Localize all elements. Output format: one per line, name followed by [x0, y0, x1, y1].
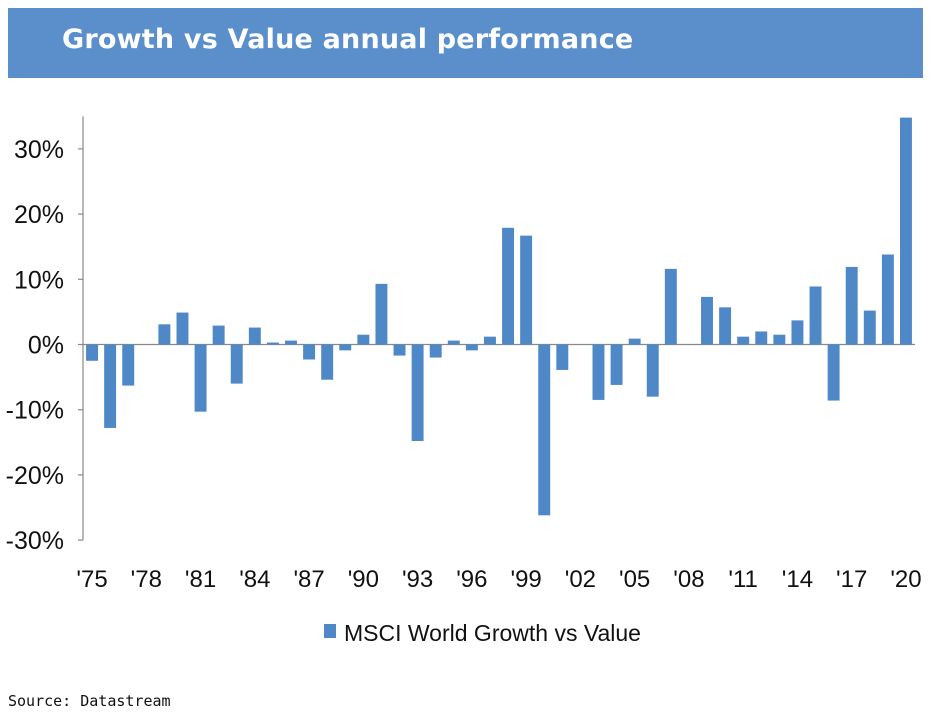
x-tick-label: '99	[510, 566, 541, 593]
bar-2016	[827, 344, 840, 401]
y-axis-ticks: 30% 20% 10% 0% -10% -20% -30%	[6, 136, 83, 555]
legend-label: MSCI World Growth vs Value	[344, 620, 641, 646]
bar-1993	[411, 344, 424, 441]
x-tick-label: '78	[131, 566, 162, 593]
chart-title: Growth vs Value annual performance	[62, 24, 634, 55]
bar-2007	[664, 268, 677, 345]
bar-1997	[483, 336, 496, 345]
chart-axes	[82, 116, 915, 541]
bar-2005	[628, 338, 641, 345]
x-tick-label: '14	[782, 566, 813, 593]
x-tick-label: '84	[239, 566, 270, 593]
x-tick-label: '96	[456, 566, 487, 593]
x-tick-label: '05	[619, 566, 650, 593]
y-tick-label: 20%	[14, 201, 64, 229]
bar-2003	[592, 344, 605, 400]
bar-2017	[845, 266, 858, 345]
x-tick-label: '87	[293, 566, 324, 593]
bar-2009	[701, 296, 713, 345]
x-tick-label: '02	[565, 566, 596, 593]
y-tick-label: -20%	[6, 462, 64, 490]
bar-1977	[122, 344, 135, 386]
bar-2000	[538, 344, 551, 516]
bar-1979	[158, 324, 171, 345]
bar-1994	[429, 344, 442, 358]
bar-2004	[610, 344, 623, 385]
y-tick-label: -30%	[6, 527, 64, 555]
bar-2015	[809, 286, 822, 345]
bar-2012	[755, 331, 768, 345]
bar-1990	[357, 334, 370, 345]
bar-1980	[176, 312, 189, 345]
bar-2019	[881, 254, 894, 345]
bar-2014	[791, 320, 804, 345]
y-tick-label: 0%	[28, 332, 64, 360]
bar-1996	[465, 344, 478, 351]
bar-2020	[899, 117, 912, 345]
bar-1986	[285, 340, 297, 345]
bar-1982	[212, 325, 225, 345]
title-bar: Growth vs Value annual performance	[8, 8, 923, 78]
bar-1989	[339, 344, 352, 351]
bar-1987	[303, 344, 316, 360]
bar-2010	[719, 307, 732, 345]
source-note: Source: Datastream	[8, 692, 171, 710]
legend-swatch	[324, 624, 336, 638]
bar-2001	[556, 344, 569, 370]
bar-1998	[502, 227, 515, 345]
bar-1992	[393, 344, 406, 356]
x-tick-label: '17	[836, 566, 867, 593]
chart-bars	[86, 117, 912, 516]
x-tick-label: '11	[728, 566, 758, 593]
bar-1984	[248, 327, 261, 345]
bar-2013	[773, 334, 786, 345]
bar-1999	[520, 235, 533, 345]
bar-2011	[737, 336, 750, 345]
legend: MSCI World Growth vs Value	[324, 620, 641, 646]
x-tick-label: '90	[348, 566, 379, 593]
bar-1991	[375, 283, 388, 345]
x-tick-label: '81	[185, 566, 216, 593]
x-tick-label: '20	[890, 566, 921, 593]
y-tick-label: 10%	[14, 266, 64, 294]
x-tick-label: '08	[673, 566, 704, 593]
bar-2006	[646, 344, 659, 397]
bar-1988	[321, 344, 334, 380]
bar-2018	[863, 310, 876, 345]
bar-1985	[266, 342, 279, 345]
x-axis-ticks: '75 '78 '81 '84 '87 '90 '93 '96 '99 '02 '05 '08 '11 '…	[76, 566, 921, 593]
x-tick-label: '93	[402, 566, 433, 593]
bar-1976	[104, 344, 117, 428]
bar-1981	[194, 344, 207, 412]
bar-1983	[230, 344, 243, 384]
y-tick-label: -10%	[6, 397, 64, 425]
y-tick-label: 30%	[14, 136, 64, 164]
bar-1975	[86, 344, 99, 361]
x-tick-label: '75	[76, 566, 107, 593]
bar-1995	[447, 340, 460, 345]
